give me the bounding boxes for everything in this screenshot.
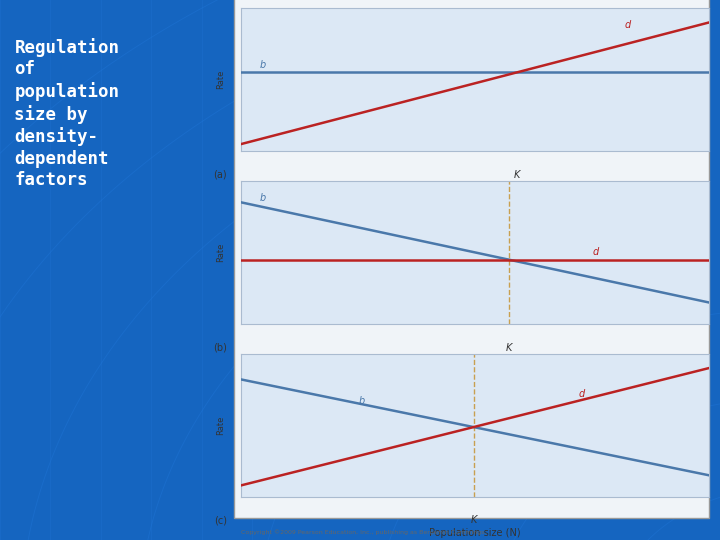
Text: K: K <box>505 342 512 353</box>
Text: Copyright ©2009 Pearson Education, Inc., publishing as Benjamin Cummings.: Copyright ©2009 Pearson Education, Inc.,… <box>241 529 487 535</box>
Text: d: d <box>625 21 631 30</box>
Text: (c): (c) <box>214 515 227 525</box>
Text: Rate: Rate <box>216 243 225 262</box>
Text: (a): (a) <box>213 170 227 180</box>
Text: K: K <box>513 170 520 180</box>
Text: d: d <box>578 389 585 399</box>
Text: Rate: Rate <box>216 416 225 435</box>
Text: b: b <box>359 396 364 406</box>
Text: Rate: Rate <box>216 70 225 89</box>
Text: d: d <box>592 247 598 258</box>
Text: (b): (b) <box>213 342 227 353</box>
Text: Population size (N): Population size (N) <box>429 528 521 538</box>
Text: b: b <box>260 193 266 203</box>
Text: K: K <box>470 515 477 525</box>
Text: b: b <box>260 60 266 70</box>
Text: Regulation
of
population
size by
density-
dependent
factors: Regulation of population size by density… <box>14 38 120 190</box>
